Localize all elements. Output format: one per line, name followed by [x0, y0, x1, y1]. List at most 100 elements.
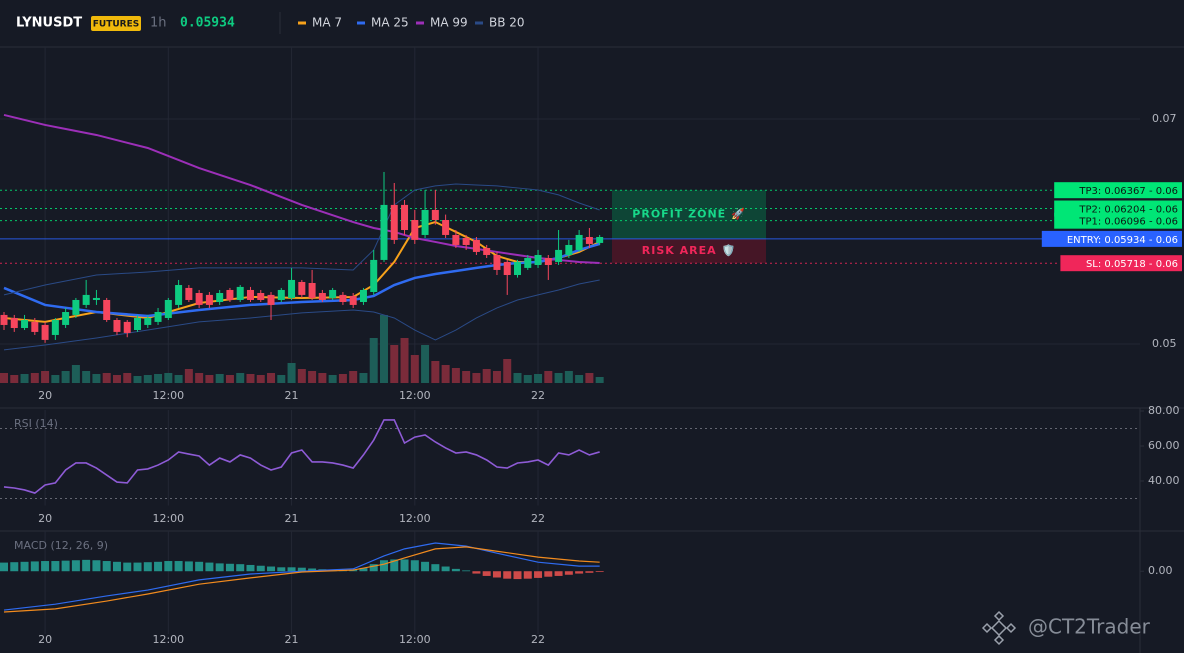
candle-body	[421, 209, 429, 235]
candle-body	[472, 239, 480, 252]
candle-body	[318, 293, 326, 300]
candle-body	[236, 286, 244, 300]
x-tick-label: 12:00	[152, 389, 184, 402]
band-line	[3, 279, 600, 351]
candle-body	[483, 248, 491, 255]
candle-body	[51, 320, 59, 335]
candle-body	[288, 279, 296, 298]
histogram-bar	[61, 560, 70, 572]
volume-bar	[359, 373, 368, 383]
volume-bar	[51, 375, 60, 383]
volume-bar	[441, 365, 450, 383]
level-label-bg	[1054, 182, 1182, 199]
zone	[612, 190, 766, 239]
volume-bar	[246, 374, 255, 383]
histogram-bar	[421, 561, 430, 572]
candle-body	[565, 244, 573, 255]
candle-body	[21, 320, 29, 328]
candle-body	[164, 299, 172, 318]
y-tick-label: 0.05	[1152, 337, 1177, 350]
histogram-bar	[503, 571, 512, 579]
volume-bar	[544, 371, 553, 383]
panel-title: RSI (14)	[14, 417, 58, 430]
histogram-bar	[123, 562, 132, 572]
histogram-bar	[0, 562, 8, 572]
histogram-bar	[112, 561, 121, 572]
candle-body	[308, 282, 316, 298]
ma-line	[3, 183, 600, 296]
histogram-bar	[184, 561, 193, 572]
candle-body	[329, 289, 337, 298]
legend-label: MA 7	[312, 16, 342, 30]
volume-bar	[328, 375, 337, 383]
macd-line	[3, 542, 600, 611]
histogram-bar	[92, 560, 101, 572]
candle-body	[175, 285, 183, 305]
histogram-bar	[544, 571, 553, 577]
volume-bar	[102, 373, 111, 383]
histogram-bar	[400, 559, 409, 572]
candle-body	[401, 204, 409, 231]
badge: FUTURES	[93, 20, 139, 30]
histogram-bar	[410, 560, 419, 572]
histogram-bar	[246, 564, 255, 572]
volume-bar	[410, 355, 419, 383]
candle-body	[154, 312, 162, 322]
candle-body	[390, 204, 398, 240]
x-tick-label: 20	[38, 512, 52, 525]
volume-bar	[164, 373, 173, 383]
volume-bar	[513, 373, 522, 383]
volume-bar	[564, 371, 573, 383]
candle-body	[524, 258, 532, 268]
histogram-bar	[441, 566, 450, 572]
histogram-bar	[133, 562, 142, 572]
x-tick-label: 21	[285, 633, 299, 646]
candle-body	[72, 299, 80, 315]
volume-bar	[267, 373, 276, 383]
volume-bar	[369, 338, 378, 383]
watermark-icon	[981, 610, 1017, 646]
histogram-bar	[195, 561, 204, 572]
candle-body	[575, 234, 583, 250]
interval[interactable]: 1h	[150, 16, 167, 31]
candle-body	[41, 324, 49, 340]
legend: MA 7 MA 25 MA 99 BB 20	[298, 16, 525, 30]
x-tick-label: 21	[285, 389, 299, 402]
histogram-bar	[287, 567, 296, 572]
volume-bar	[462, 371, 471, 383]
histogram-bar	[451, 568, 460, 572]
volume-bar	[554, 373, 563, 383]
candle-body	[92, 297, 100, 300]
volume-bar	[41, 371, 50, 383]
histogram-bar	[585, 571, 594, 573]
histogram-bar	[51, 561, 60, 572]
legend-label: BB 20	[489, 16, 525, 30]
histogram-bar	[379, 560, 388, 572]
y-tick-label: 80.00	[1148, 404, 1180, 417]
volume-bar	[92, 374, 101, 383]
macd-line	[3, 546, 600, 613]
histogram-bar	[82, 559, 91, 572]
histogram-bar	[297, 567, 306, 572]
histogram-bar	[267, 566, 276, 572]
volume-bar	[400, 338, 409, 383]
x-tick-label: 20	[38, 389, 52, 402]
watermark-text: @CT2Trader	[1028, 615, 1151, 639]
zone-label: PROFIT ZONE 🚀	[632, 208, 745, 221]
volume-bar	[431, 361, 440, 383]
histogram-bar	[164, 561, 173, 572]
candle-body	[144, 317, 152, 325]
volume-bar	[338, 374, 347, 383]
volume-bar	[534, 374, 543, 383]
volume-bar	[256, 375, 265, 383]
symbol[interactable]: LYNUSDT	[16, 16, 82, 31]
candle-body	[411, 219, 419, 240]
x-tick-label: 12:00	[152, 512, 184, 525]
x-tick-label: 22	[531, 512, 545, 525]
legend-label: MA 99	[430, 16, 468, 30]
candle-body	[349, 295, 357, 305]
x-tick-label: 12:00	[399, 512, 431, 525]
candle-body	[10, 317, 18, 328]
